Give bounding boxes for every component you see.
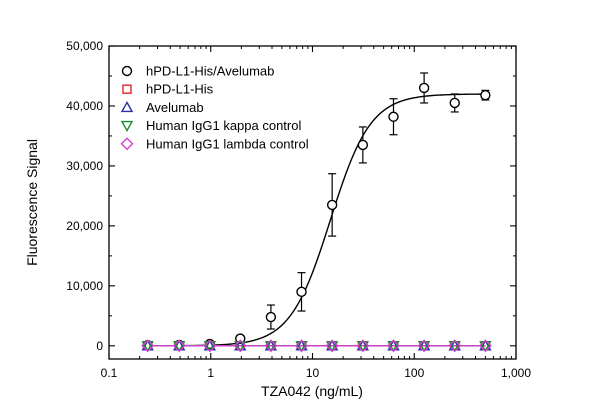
data-point-series-3 <box>325 341 339 353</box>
y-tick-label: 50,000 <box>66 39 103 53</box>
x-axis: 0.1 1 10 100 1,000 <box>101 46 531 380</box>
legend-marker-3 <box>120 120 134 133</box>
data-point-series-0 <box>357 139 369 151</box>
data-point-series-3 <box>387 341 400 353</box>
data-point-series-0 <box>235 333 246 344</box>
y-tick-label: 0 <box>96 339 103 353</box>
data-point-series-3 <box>417 341 431 353</box>
data-point-series-0 <box>449 97 460 109</box>
legend-label: hPD-L1-His <box>146 82 214 97</box>
data-point-series-3 <box>234 341 247 353</box>
data-point-series-4 <box>478 339 492 353</box>
data-point-series-3 <box>295 341 308 353</box>
data-point-series-3 <box>479 341 492 353</box>
y-tick-label: 40,000 <box>66 99 103 113</box>
x-tick-label: 10 <box>306 366 320 380</box>
data-points <box>141 72 492 353</box>
legend-label: Human IgG1 kappa control <box>146 118 301 133</box>
data-point-series-3 <box>203 341 217 353</box>
data-point-series-3 <box>356 341 370 353</box>
legend-marker-1 <box>122 84 132 94</box>
data-point-series-0 <box>326 199 338 211</box>
data-point-series-3 <box>173 341 186 353</box>
data-point-series-4 <box>448 339 462 353</box>
y-axis: 0 10,000 20,000 30,000 40,000 50,000 <box>66 39 516 353</box>
x-tick-label: 1,000 <box>501 366 531 380</box>
data-point-series-4 <box>386 339 400 353</box>
data-point-series-3 <box>264 341 278 353</box>
data-point-series-3 <box>448 341 461 353</box>
data-point-series-0 <box>265 311 277 323</box>
y-axis-title: Fluorescence Signal <box>24 139 40 266</box>
data-point-series-0 <box>388 111 399 122</box>
data-point-series-0 <box>418 82 430 94</box>
data-point-series-0 <box>480 89 491 101</box>
x-tick-label: 0.1 <box>101 366 118 380</box>
x-axis-title: TZA042 (ng/mL) <box>261 383 363 399</box>
x-tick-label: 1 <box>207 366 214 380</box>
data-point-series-4 <box>203 339 217 353</box>
legend: hPD-L1-His/Avelumab hPD-L1-His Avelumab Hum… <box>120 64 309 151</box>
legend-label: hPD-L1-His/Avelumab <box>146 64 274 79</box>
y-tick-label: 10,000 <box>66 279 103 293</box>
data-point-series-4 <box>295 339 309 353</box>
data-point-series-4 <box>233 339 247 353</box>
data-point-series-4 <box>325 339 339 353</box>
data-point-series-0 <box>296 286 307 298</box>
legend-marker-0 <box>121 65 133 77</box>
data-point-series-4 <box>172 339 186 353</box>
data-point-series-4 <box>356 339 370 353</box>
data-point-series-4 <box>264 339 278 353</box>
data-point-series-4 <box>141 339 155 353</box>
y-tick-label: 30,000 <box>66 159 103 173</box>
legend-label: Human IgG1 lambda control <box>146 136 309 151</box>
data-point-series-3 <box>141 341 154 353</box>
data-point-series-4 <box>417 339 431 353</box>
legend-marker-4 <box>120 137 134 151</box>
x-tick-label: 100 <box>404 366 424 380</box>
legend-label: Avelumab <box>146 100 204 115</box>
legend-marker-2 <box>120 100 134 113</box>
y-tick-label: 20,000 <box>66 219 103 233</box>
